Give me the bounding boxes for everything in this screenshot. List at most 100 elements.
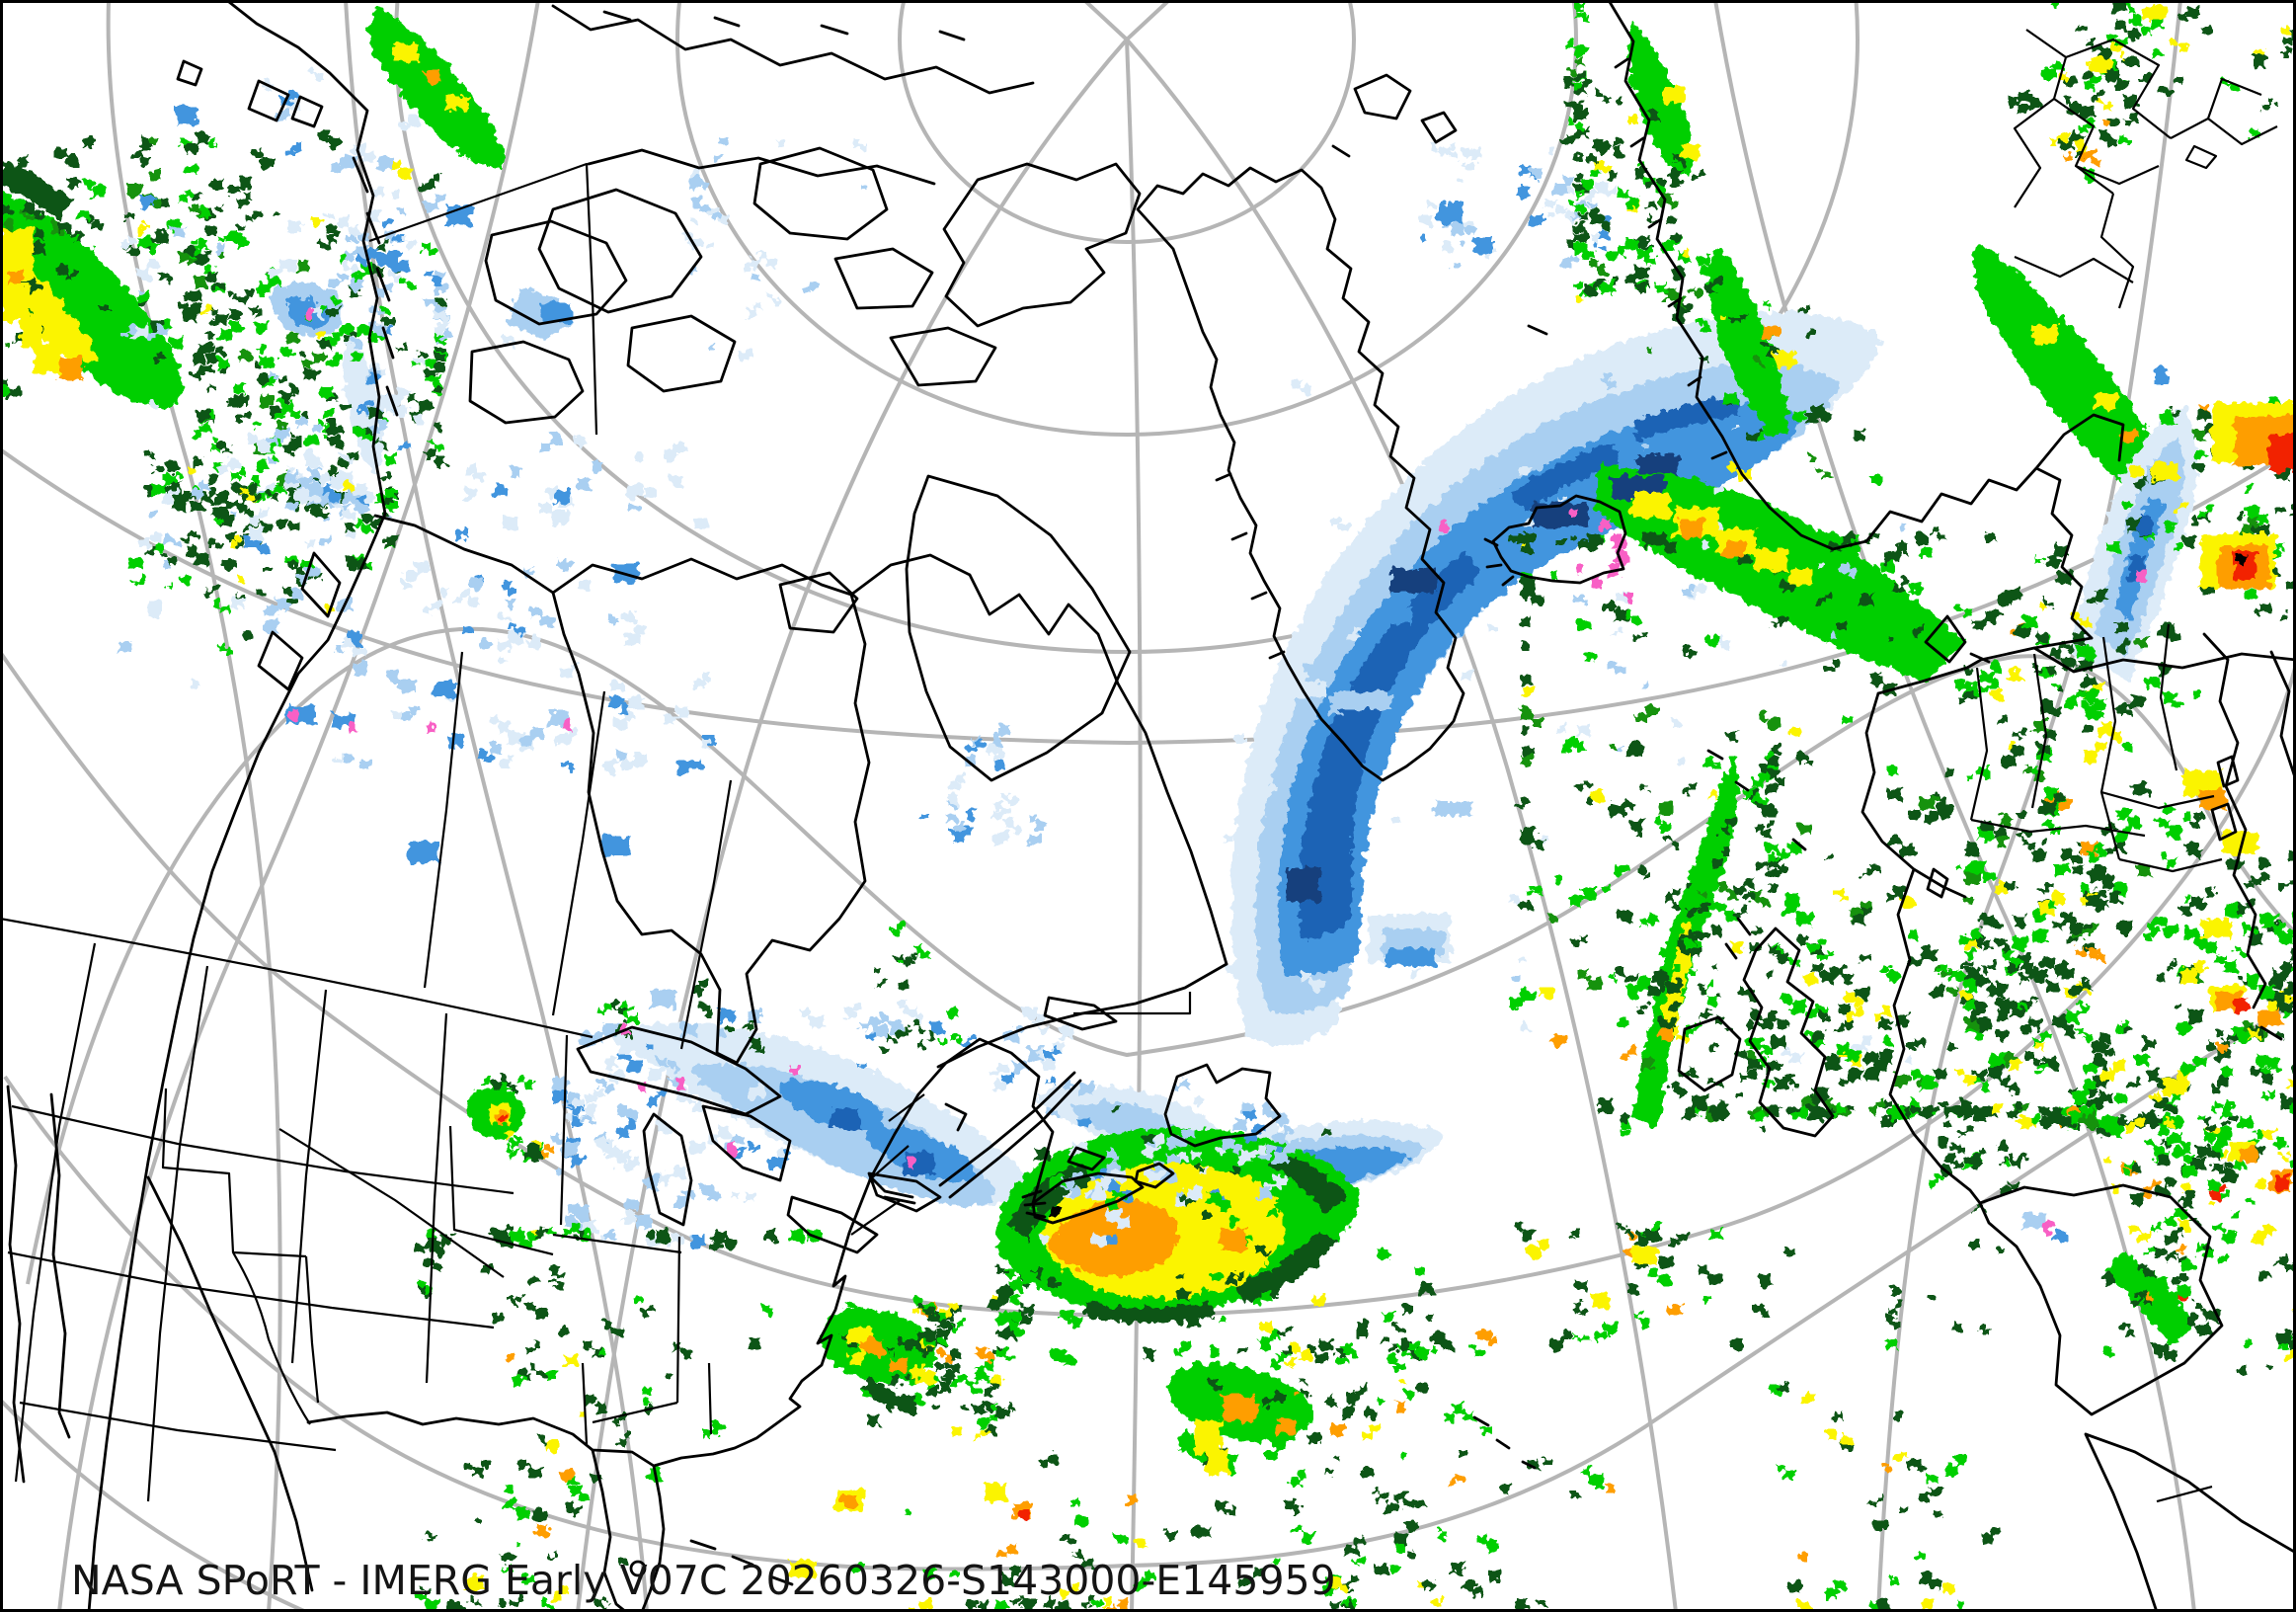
lake-superior [576, 1025, 782, 1116]
core-cell [1659, 1027, 1673, 1041]
us-state-borders [7, 942, 925, 1502]
core-cell [2145, 6, 2169, 20]
bc-snow-patch2 [508, 288, 573, 340]
core-cell [2202, 919, 2232, 938]
comma-dark-arc [1299, 551, 1481, 940]
yukon-border [368, 162, 598, 436]
nova-scotia [1031, 1171, 1145, 1225]
faroe-shetland [1706, 749, 1807, 851]
lake-michigan [642, 1112, 693, 1227]
core-cell [176, 107, 198, 124]
speckles-arctic-blue [682, 138, 867, 360]
core-cell [1774, 352, 1795, 367]
arctic-islandlets [602, 10, 966, 41]
mixed-precip-pixel [348, 721, 356, 732]
meridian [344, 0, 649, 1612]
mixed-precip-pixel [677, 1081, 685, 1091]
nwt-arctic-coast [587, 148, 936, 186]
lake-erie [786, 1195, 879, 1254]
core-cell [1331, 691, 1390, 709]
great-slave-lake [468, 340, 585, 425]
iceland-fjords [1483, 537, 1515, 587]
meridian [1125, 39, 1143, 1612]
lake-ontario [867, 1171, 942, 1213]
speckles-se-us [886, 1297, 1014, 1441]
ns-storm-dark3 [1234, 1229, 1335, 1304]
gulf-coast [306, 1410, 594, 1452]
core-cell [1529, 215, 1544, 227]
alaska-islands [176, 59, 399, 417]
stlawrence-river [938, 1071, 1082, 1199]
quebec-labrador-border [1073, 992, 1192, 1015]
florida [591, 1448, 666, 1612]
mixed-precip-pixel [2137, 571, 2146, 583]
pacific-storm-rain [0, 194, 183, 408]
mixed-precip-pixel [907, 1158, 914, 1169]
core-cell [1284, 682, 1327, 697]
stlawrence-north-shore [936, 962, 1228, 1069]
core-cell [8, 271, 22, 284]
core-cell [2238, 555, 2247, 564]
speckles-pacific-fringe [0, 131, 346, 502]
core-cell [2096, 393, 2117, 409]
core-cell [446, 95, 468, 111]
mixed-precip-pixel [290, 709, 298, 720]
core-cell [1592, 1294, 1610, 1308]
mixed-precip-pixel [1570, 508, 1578, 519]
core-cell [1390, 569, 1438, 593]
newfoundland [1163, 1063, 1282, 1148]
alaska-arctic-coast [551, 4, 1035, 95]
prince-edward-island [1067, 1146, 1106, 1171]
cape-cod [944, 1102, 968, 1132]
core-cell [2269, 435, 2296, 472]
mixed-precip-pixel [563, 719, 571, 730]
core-cell [1754, 549, 1787, 571]
mixed-precip-pixel [1600, 518, 1610, 530]
core-cell [1386, 948, 1436, 966]
bahamas [689, 1539, 794, 1586]
core-cell [1669, 1304, 1683, 1316]
mixed-precip-pixel [304, 308, 313, 320]
core-cell [1637, 454, 1679, 474]
ns-storm-dark2 [1268, 1154, 1347, 1215]
core-cell [20, 318, 41, 348]
core-cell [2238, 1148, 2257, 1162]
speckles-ozark [477, 1076, 551, 1164]
core-cell [2257, 1009, 2281, 1027]
lake-huron [701, 1104, 792, 1182]
speckles-labrador-blue [921, 726, 1047, 846]
core-cell [1207, 1450, 1228, 1476]
speckles-europe-north [2007, 0, 2296, 181]
core-cell [1764, 326, 1780, 338]
core-cell [985, 1484, 1006, 1501]
victoria-island [537, 188, 703, 314]
core-cell [652, 990, 675, 1008]
norway-fjords [1614, 57, 1728, 460]
iberia [1978, 1183, 2224, 1416]
bc-coast-rain [369, 6, 506, 168]
iceland [1491, 494, 1627, 585]
core-cell [2054, 1230, 2068, 1242]
core-cell [435, 682, 456, 697]
meridian [1713, 0, 2196, 1612]
mixed-precip-pixel [2042, 1223, 2051, 1235]
core-cell [2275, 1175, 2289, 1189]
core-cell [1679, 953, 1691, 973]
canada-province-borders [423, 651, 733, 1050]
core-cell [1223, 1395, 1256, 1422]
mixed-precip-pixel [638, 1083, 646, 1093]
speckles-quebec-blue [991, 1042, 1297, 1206]
core-cell [1789, 569, 1813, 585]
meridian [1125, 38, 1678, 1612]
great-bear-lake [484, 219, 628, 326]
norway-streak1 [1629, 22, 1693, 175]
core-cell [2139, 516, 2153, 537]
scotland-isles [1724, 867, 1949, 960]
comma-dark-n1 [1511, 443, 1620, 512]
product-timestamp-label: NASA SPoRT - IMERG Early V07C 20260326-S… [71, 1557, 1336, 1604]
core-cell [831, 1108, 859, 1130]
mixed-precip-pixel [1576, 563, 1585, 575]
ireland [1677, 1015, 1742, 1092]
greenland [1136, 166, 1465, 782]
core-cell [425, 71, 440, 83]
